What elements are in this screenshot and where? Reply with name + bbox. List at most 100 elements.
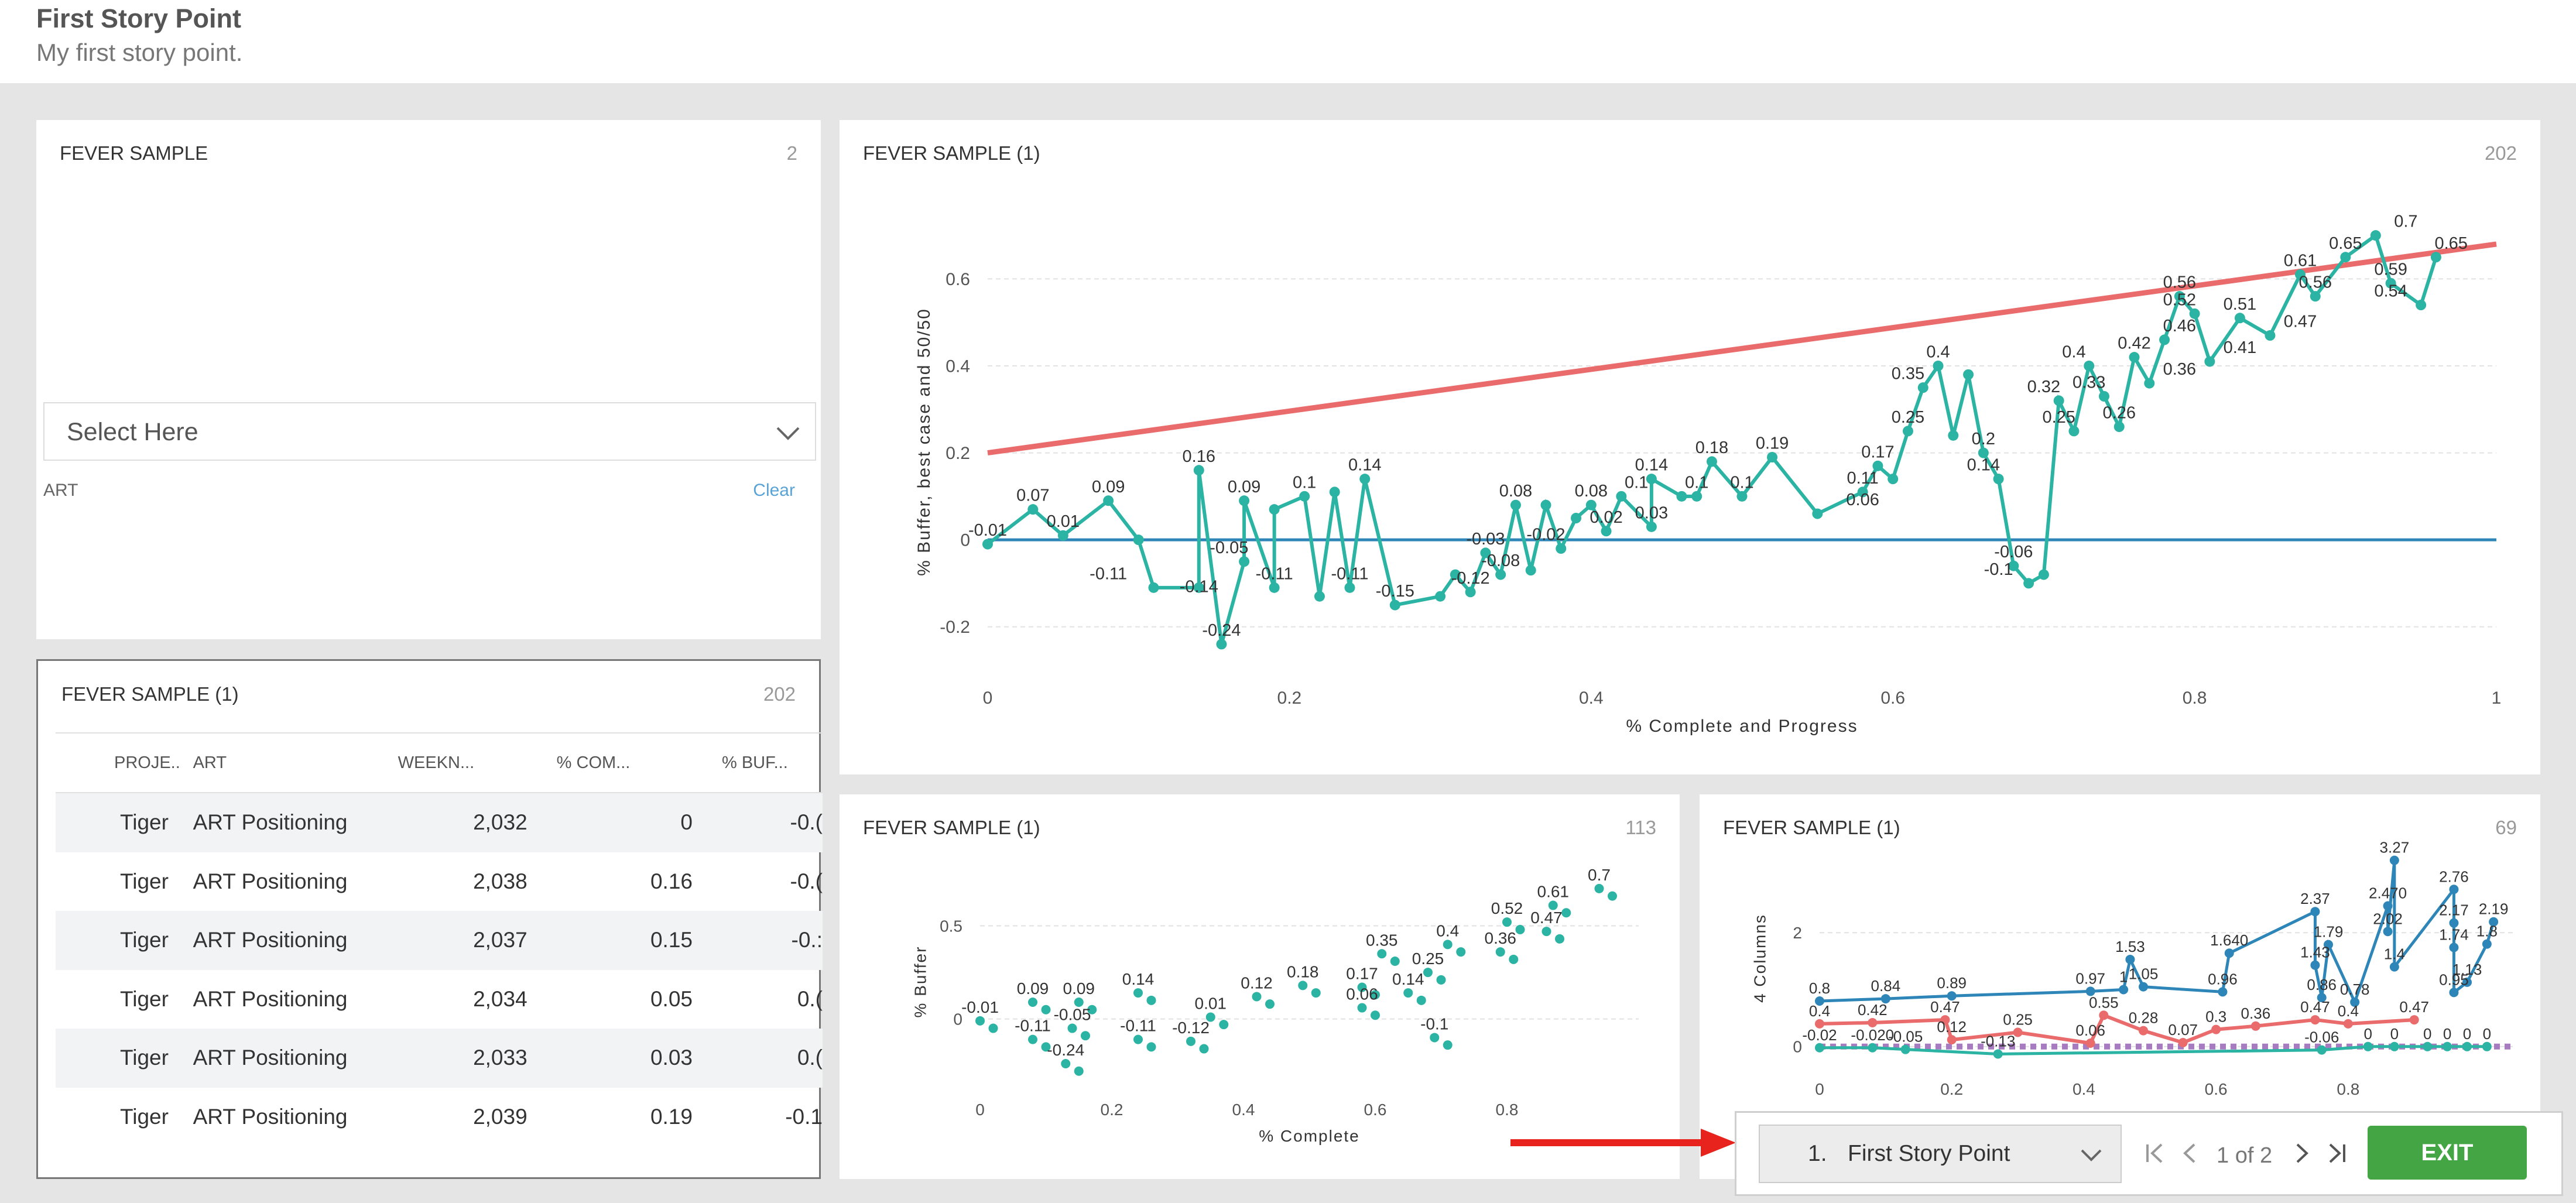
data-point bbox=[1815, 1043, 1824, 1053]
data-label: 0 bbox=[2390, 1025, 2399, 1043]
data-point bbox=[2084, 361, 2095, 371]
table-cell: ART Positioning bbox=[193, 1104, 348, 1129]
scatter-point bbox=[1608, 891, 1617, 901]
scatter-point bbox=[1515, 924, 1525, 934]
data-point bbox=[2234, 313, 2245, 324]
previous-page-icon[interactable] bbox=[2176, 1139, 2205, 1168]
next-page-icon[interactable] bbox=[2287, 1139, 2316, 1168]
data-point bbox=[1978, 447, 1989, 458]
table-row[interactable]: Tiger ART Positioning 2,034 0.05 0.( bbox=[56, 970, 823, 1029]
panel-count: 202 bbox=[763, 683, 796, 705]
data-point bbox=[1940, 1015, 1950, 1025]
art-select-dropdown[interactable]: Select Here bbox=[43, 402, 816, 461]
data-label: 0 bbox=[2423, 1025, 2431, 1043]
multi-series-line-chart[interactable]: 020 0.2 0.4 0.6 0.84 Columns 0.80.40.840.42-0… bbox=[1700, 794, 2540, 1179]
data-label: 0.8 bbox=[1809, 979, 1830, 997]
table-cell: 2,038 bbox=[473, 869, 527, 893]
story-point-select[interactable]: 1. First Story Point bbox=[1759, 1125, 2122, 1183]
data-label: -0.15 bbox=[1376, 582, 1414, 601]
data-label: 0.17 bbox=[1346, 965, 1378, 983]
table-row[interactable]: Tiger ART Positioning 2,032 0 -0.( bbox=[56, 793, 823, 852]
table-header-row: PROJE... ART WEEKN... % COM... % BUF... bbox=[56, 732, 823, 793]
data-point bbox=[1585, 499, 1597, 510]
column-header-project[interactable]: PROJE... bbox=[56, 732, 181, 793]
data-label: -0.11 bbox=[1090, 564, 1127, 583]
data-label: 0.35 bbox=[1366, 931, 1398, 949]
table-row[interactable]: Tiger ART Positioning 2,039 0.19 -0.1 bbox=[56, 1088, 823, 1147]
filter-clear-link[interactable]: Clear bbox=[753, 481, 795, 500]
data-point bbox=[1216, 639, 1227, 650]
table-row[interactable]: Tiger ART Positioning 2,037 0.15 -0.: bbox=[56, 911, 823, 970]
scatter-chart[interactable]: 0 0.5 0 0.2 0.4 0.6 0.8 % Complete % Buffer -0.01… bbox=[840, 794, 1680, 1179]
data-point bbox=[1815, 996, 1824, 1006]
data-point bbox=[2038, 569, 2049, 580]
data-label: 0.4 bbox=[1926, 343, 1950, 362]
data-point bbox=[2449, 942, 2459, 952]
data-point bbox=[1389, 599, 1400, 611]
x-tick-label: 0.2 bbox=[1101, 1101, 1123, 1119]
data-point bbox=[1872, 460, 1883, 471]
page-indicator: 1 of 2 bbox=[2217, 1143, 2273, 1168]
data-label: 0.06 bbox=[1346, 985, 1378, 1003]
data-label: -0.01 bbox=[968, 521, 1007, 540]
data-label: 0.3 bbox=[2205, 1008, 2226, 1026]
data-label: 0.12 bbox=[1937, 1018, 1967, 1036]
table-cell: 0.19 bbox=[650, 1104, 693, 1129]
column-header-buffer[interactable]: % BUF... bbox=[710, 732, 823, 793]
data-label: 0.59 bbox=[2374, 260, 2407, 279]
data-label: 0.11 bbox=[1847, 469, 1879, 488]
data-point bbox=[1450, 569, 1461, 580]
data-point bbox=[2317, 1045, 2327, 1055]
data-table: PROJE... ART WEEKN... % COM... % BUF... … bbox=[56, 732, 823, 1146]
data-label: -0.11 bbox=[1256, 564, 1293, 583]
data-point bbox=[2178, 1038, 2188, 1047]
data-point bbox=[1947, 1035, 1957, 1045]
x-tick-label: 0.4 bbox=[2073, 1080, 2095, 1098]
table-cell: 2,032 bbox=[386, 793, 545, 852]
data-point bbox=[1616, 491, 1627, 502]
data-label: 0.46 bbox=[2163, 317, 2196, 335]
x-tick-label: 0.8 bbox=[2183, 688, 2207, 708]
data-point bbox=[1868, 1017, 1878, 1027]
table-cell: 0.( bbox=[797, 986, 823, 1011]
data-point bbox=[2294, 269, 2306, 280]
data-label: -0.08 bbox=[1481, 551, 1520, 570]
scatter-point bbox=[1390, 957, 1400, 966]
data-label: 0.18 bbox=[1695, 438, 1728, 457]
data-point bbox=[2053, 395, 2064, 406]
first-page-icon[interactable] bbox=[2140, 1139, 2170, 1168]
column-header-weeknum[interactable]: WEEKN... bbox=[386, 732, 545, 793]
table-cell: -0.( bbox=[790, 869, 823, 893]
column-header-complete[interactable]: % COM... bbox=[544, 732, 710, 793]
scatter-point bbox=[1311, 988, 1321, 998]
table-row[interactable]: Tiger ART Positioning 2,038 0.16 -0.( bbox=[56, 852, 823, 911]
column-header-art[interactable]: ART bbox=[181, 732, 386, 793]
scatter-point bbox=[1555, 934, 1564, 944]
data-label: 0.97 bbox=[2075, 969, 2105, 987]
data-label: -0.02 bbox=[1526, 526, 1565, 544]
data-point bbox=[1480, 547, 1491, 558]
data-label: 0.1 bbox=[1685, 473, 1708, 492]
last-page-icon[interactable] bbox=[2322, 1139, 2351, 1168]
data-point bbox=[2119, 985, 2129, 995]
data-label: 0.25 bbox=[1892, 408, 1924, 427]
data-point bbox=[1812, 508, 1823, 519]
data-point bbox=[1269, 504, 1280, 515]
data-point bbox=[2008, 560, 2019, 571]
y-tick-label: 0 bbox=[1793, 1038, 1802, 1056]
x-axis-label: % Complete and Progress bbox=[1626, 717, 1858, 736]
table-cell: -0.( bbox=[710, 793, 823, 852]
main-line-chart[interactable]: -0.2 0 0.2 0.4 0.6 0 0.2 0.4 0.6 0.8 1 % Complete a… bbox=[840, 120, 2540, 774]
panel-title: FEVER SAMPLE (1) bbox=[1723, 817, 1900, 838]
data-label: 0.36 bbox=[2241, 1005, 2271, 1022]
table-row[interactable]: Tiger ART Positioning 2,033 0.03 0.( bbox=[56, 1029, 823, 1088]
data-point bbox=[1344, 582, 1355, 593]
data-label: 1.8 bbox=[2476, 923, 2498, 940]
data-point bbox=[1435, 591, 1446, 602]
data-point bbox=[2317, 993, 2327, 1003]
filter-panel: FEVER SAMPLE 2 ART Clear Select Here bbox=[36, 120, 821, 639]
exit-button[interactable]: EXIT bbox=[2368, 1126, 2527, 1180]
data-label: 0.1 bbox=[1625, 473, 1648, 492]
data-label: 2.37 bbox=[2300, 890, 2330, 907]
data-label: 0.84 bbox=[1871, 977, 1901, 995]
